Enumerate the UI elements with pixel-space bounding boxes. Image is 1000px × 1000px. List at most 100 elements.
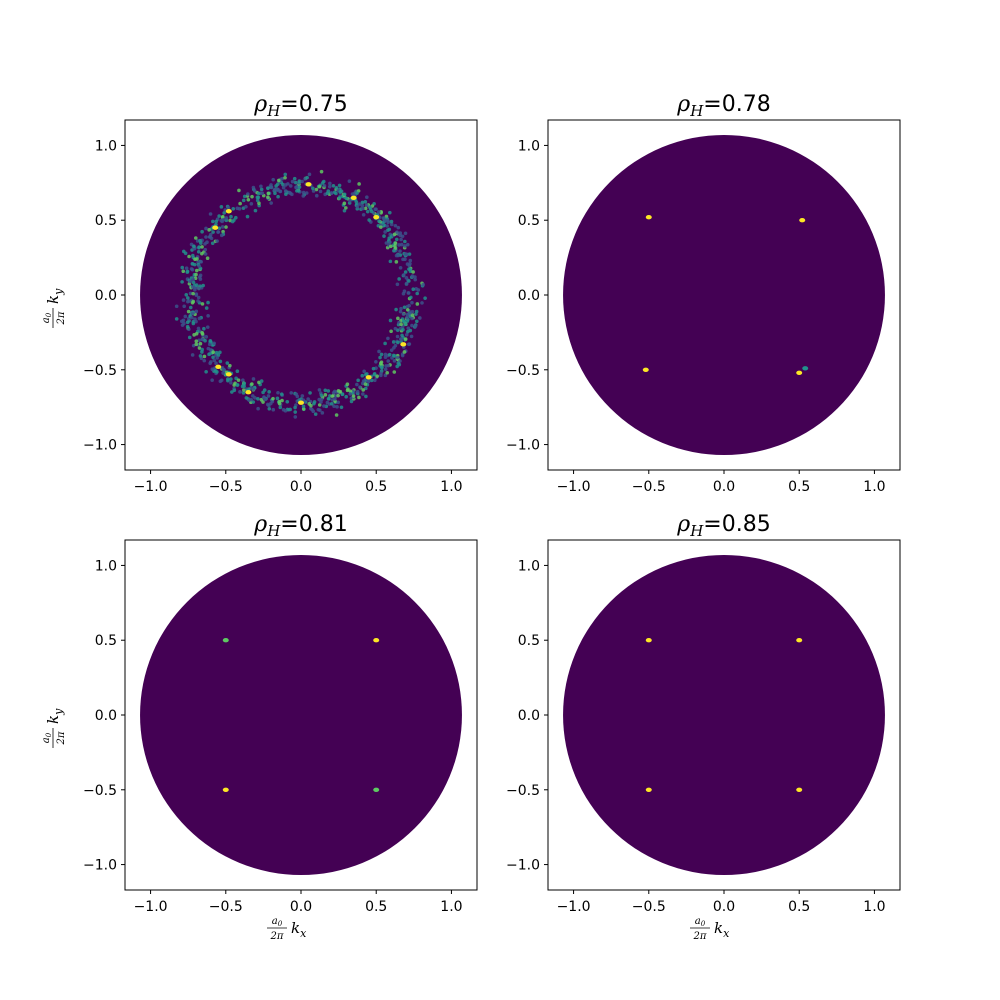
peak-point-1 [305, 182, 312, 187]
ring-point [207, 342, 212, 347]
ring-point [320, 181, 325, 185]
ring-point [266, 186, 270, 191]
ring-point [222, 367, 226, 372]
ring-point [198, 273, 203, 278]
peak-point-8 [245, 390, 252, 395]
x-tick-label: 0.0 [713, 899, 735, 915]
ring-point [342, 201, 347, 206]
ring-point [244, 396, 249, 400]
frac-denominator: 2π [693, 931, 707, 942]
ring-point [183, 314, 188, 319]
ring-point [322, 404, 326, 408]
ring-point [399, 337, 403, 342]
ring-point [198, 354, 203, 358]
ring-point [197, 338, 201, 343]
ring-point [188, 305, 193, 310]
ring-point [202, 326, 206, 331]
ring-point [261, 390, 265, 395]
ring-point [401, 312, 406, 316]
ring-point [349, 399, 354, 404]
ring-point [367, 218, 371, 222]
frac-denominator: 2π [56, 731, 67, 745]
ring-point [357, 395, 361, 400]
ring-point [181, 249, 186, 254]
ring-point [355, 191, 359, 195]
ring-point [403, 337, 408, 341]
ring-point [410, 323, 414, 328]
ring-point [413, 277, 418, 282]
ring-point [261, 400, 265, 404]
frac-numerator: a0 [41, 732, 53, 743]
ring-point [283, 175, 287, 180]
ring-point [323, 388, 328, 393]
ring-point [407, 342, 412, 346]
ring-point [224, 216, 229, 220]
ring-point [235, 383, 240, 387]
ring-point [182, 304, 187, 309]
ring-point [392, 370, 397, 374]
ring-point [242, 388, 246, 392]
ring-point [198, 341, 203, 346]
y-tick-label: 1.0 [95, 558, 117, 574]
ring-point [403, 270, 408, 274]
title-subscript: H [266, 102, 281, 120]
x-tick-label: 1.0 [440, 479, 462, 495]
ring-point [411, 287, 416, 291]
peak-point-1 [645, 638, 652, 643]
ring-point [271, 407, 276, 412]
ring-point [336, 400, 341, 405]
ring-point [281, 185, 286, 190]
ring-point [255, 195, 260, 200]
ring-point [196, 326, 201, 331]
ring-point [199, 259, 204, 264]
peak-point-4 [796, 787, 803, 792]
ring-point [362, 369, 366, 374]
ring-point [237, 188, 241, 193]
ring-point [207, 352, 211, 357]
peak-point-2 [350, 195, 357, 200]
ring-point [219, 205, 224, 209]
ring-point [197, 346, 202, 350]
ring-point [289, 391, 294, 395]
ring-point [238, 201, 242, 206]
ring-point [392, 232, 397, 237]
ring-point [276, 178, 281, 183]
peak-point-6 [215, 364, 222, 369]
ring-point [414, 312, 418, 316]
ring-point [284, 192, 288, 196]
ring-point [311, 186, 315, 191]
ring-point [411, 270, 415, 274]
ring-point [361, 388, 366, 392]
ring-point [399, 306, 403, 311]
ring-point [331, 390, 336, 395]
y-tick-label: 1.0 [95, 138, 117, 154]
ring-point [256, 406, 260, 411]
y-tick-label: 0.5 [518, 633, 540, 649]
ring-point [269, 185, 274, 190]
chart-title: ρH=0.81 [253, 512, 347, 540]
y-tick-label: 0.0 [518, 708, 540, 724]
ring-point [198, 277, 203, 281]
ring-point [317, 388, 322, 392]
ring-point [201, 283, 205, 288]
ring-point [395, 230, 399, 234]
ring-point [393, 223, 398, 228]
ring-point [386, 359, 390, 363]
ring-point [191, 291, 195, 296]
peak-point-3 [645, 787, 652, 792]
ring-point [241, 198, 246, 203]
frac-denominator: 2π [56, 311, 67, 325]
ring-point [404, 332, 409, 337]
ring-point [379, 360, 384, 364]
ring-point [200, 330, 204, 335]
frac-numerator: a0 [41, 312, 53, 323]
ring-point [186, 309, 191, 314]
ring-point [219, 233, 224, 238]
x-tick-label: −0.5 [632, 479, 666, 495]
ring-point [392, 248, 396, 253]
ring-point [203, 252, 208, 256]
ring-point [408, 261, 412, 266]
ring-point [208, 212, 213, 216]
ring-point [229, 214, 233, 219]
